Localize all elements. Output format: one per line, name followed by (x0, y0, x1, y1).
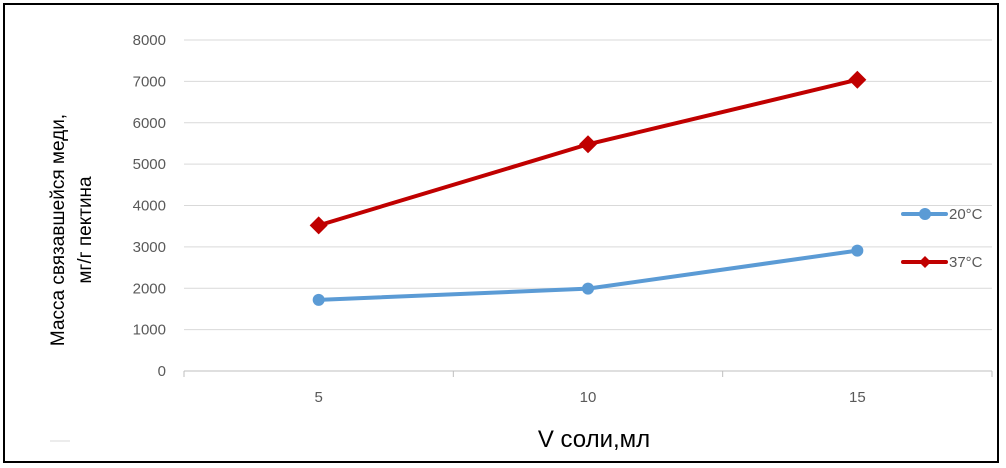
y-tick-label: 7000 (133, 73, 166, 90)
x-tick-label: 5 (314, 389, 322, 406)
chart-frame (3, 3, 999, 463)
y-tick-label: 3000 (133, 239, 166, 256)
legend-label: 20°C (949, 206, 983, 223)
x-tick-label: 10 (580, 389, 597, 406)
y-tick-label: 5000 (133, 156, 166, 173)
y-tick-label: 0 (158, 363, 166, 380)
data-point (309, 216, 328, 235)
data-point (851, 244, 864, 257)
data-point (312, 293, 325, 306)
y-tick-label: 8000 (133, 32, 166, 49)
axis-layer: 0 1000 2000 3000 4000 5000 6000 7000 8000 5 10 15 (133, 32, 993, 406)
y-tick-label: 6000 (133, 115, 166, 132)
x-tick-label: 15 (849, 389, 866, 406)
data-point (848, 70, 867, 89)
legend-label: 37°C (949, 254, 983, 271)
series-layer (309, 70, 867, 306)
y-axis-label-line-1: Масса связавшейся меди, (48, 114, 69, 346)
data-point (579, 135, 597, 154)
legend-marker (919, 208, 931, 220)
x-axis-label: V соли,мл (538, 426, 650, 453)
data-point (582, 282, 594, 295)
y-axis-label-line-2: мг/г пектина (75, 176, 96, 284)
legend-marker (919, 256, 931, 268)
y-tick-label: 4000 (133, 198, 166, 215)
y-tick-label: 2000 (133, 280, 166, 297)
legend: 20°C 37°C (901, 206, 983, 271)
y-tick-label: 1000 (133, 322, 166, 339)
